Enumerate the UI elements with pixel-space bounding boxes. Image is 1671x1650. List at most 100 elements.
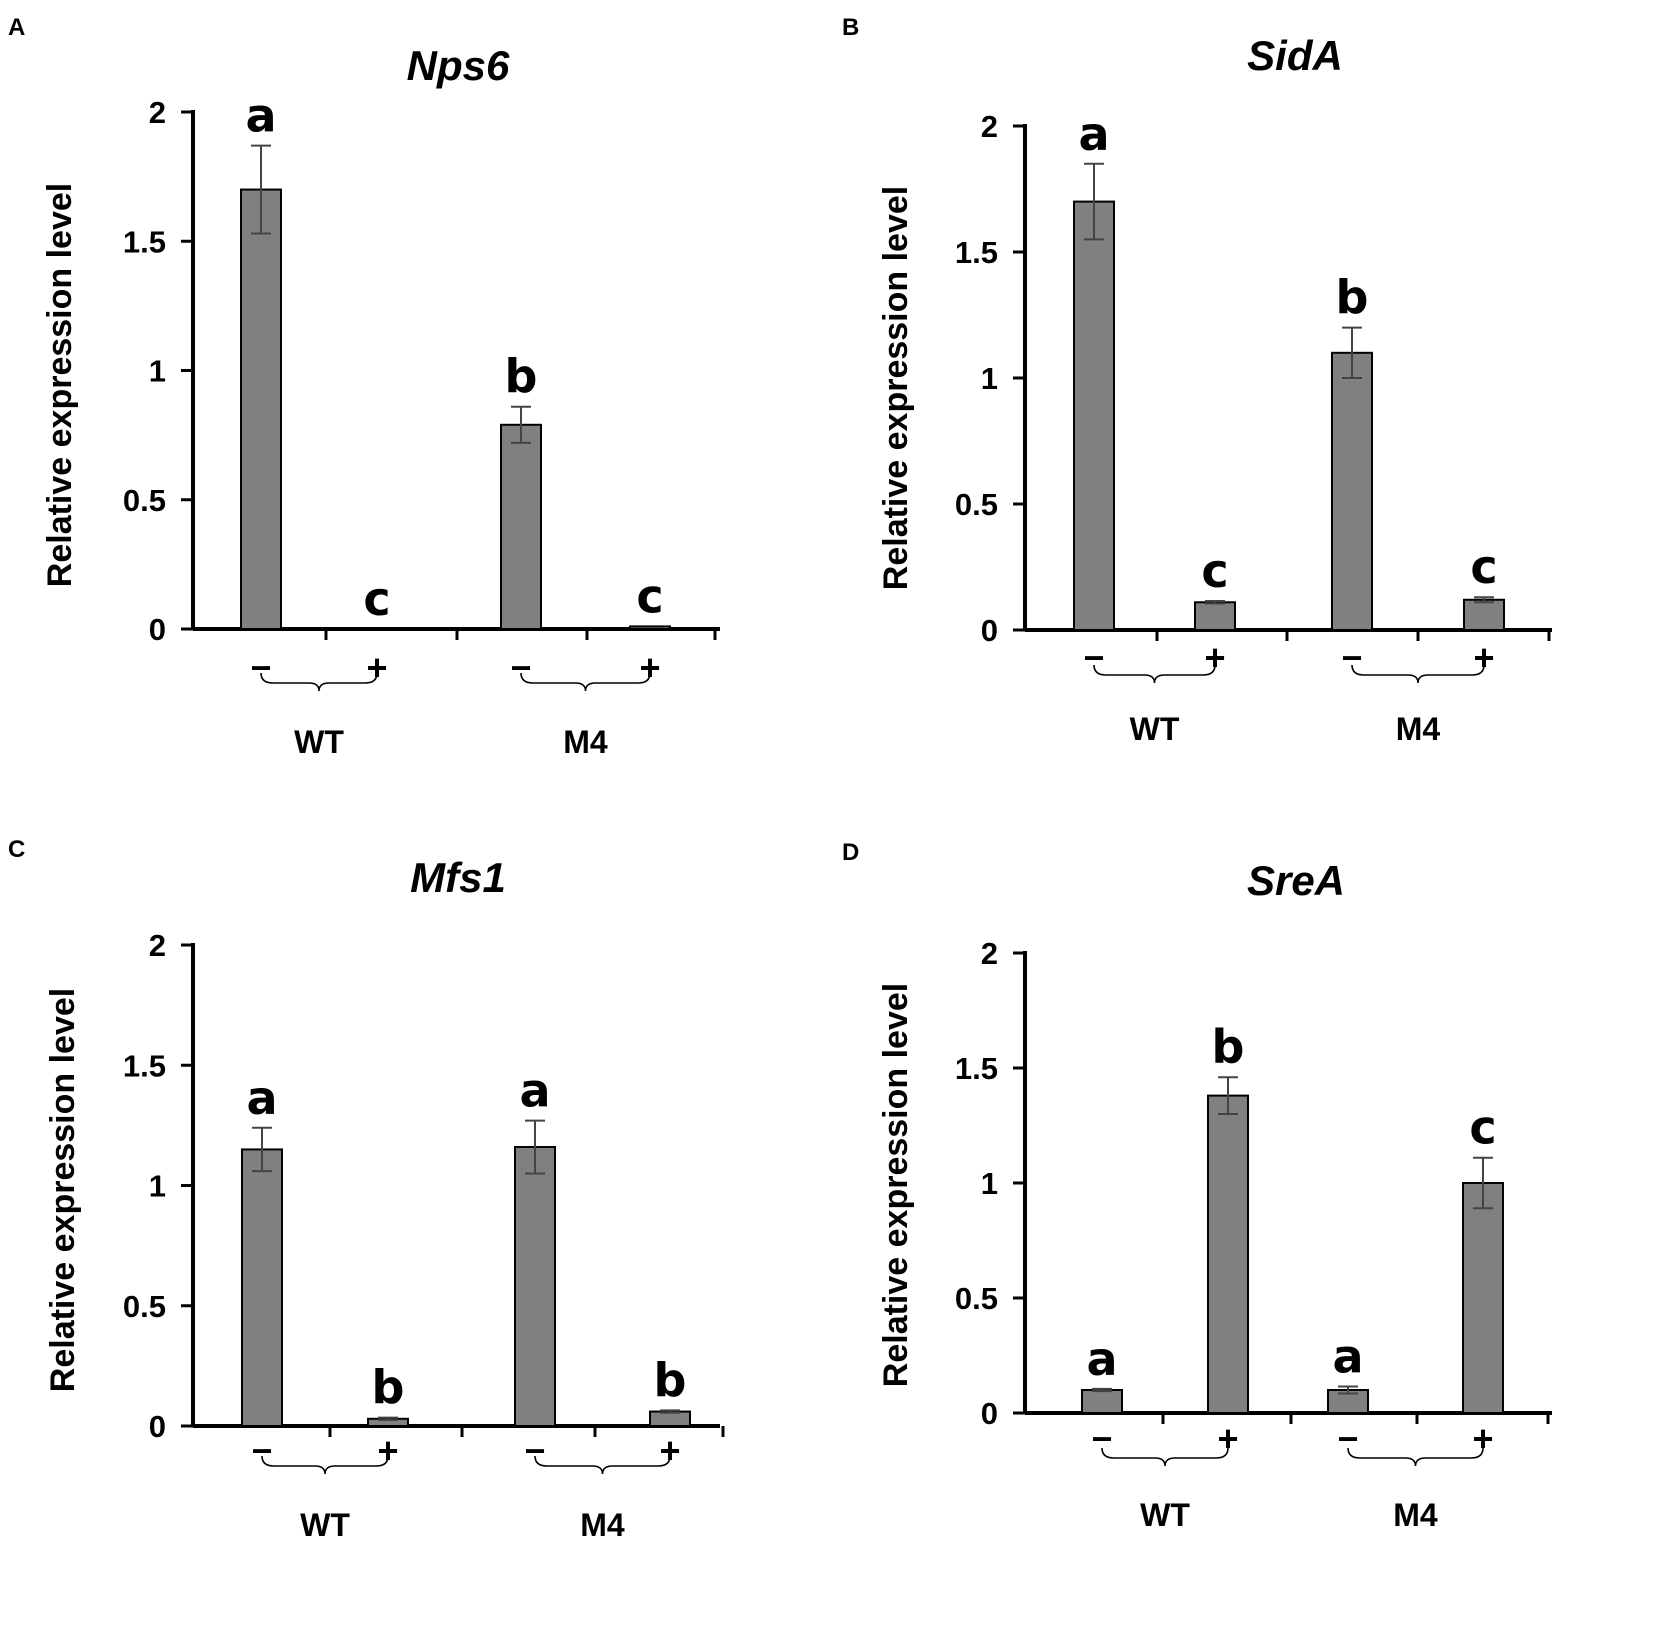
- chart-title: SidA: [1247, 32, 1343, 79]
- significance-letter: a: [519, 1064, 550, 1118]
- group-label: WT: [1130, 711, 1180, 747]
- condition-label: +: [1472, 1418, 1493, 1459]
- bar: [629, 625, 671, 630]
- chart-svg-c: C Mfs1 Relative expression level 0 0.5 1 1.5 2 a…: [8, 836, 725, 1543]
- significance-letter: b: [1336, 271, 1369, 325]
- y-tick-label: 1.5: [123, 224, 166, 259]
- condition-label: +: [1473, 637, 1494, 678]
- significance-letter: b: [505, 350, 538, 404]
- group-brace: [1093, 664, 1216, 684]
- condition-label: −: [510, 647, 531, 688]
- bar: [1073, 200, 1115, 631]
- panel-label: A: [8, 14, 25, 41]
- y-tick-label: 1: [149, 1169, 166, 1204]
- y-tick-label: 0.5: [955, 487, 998, 522]
- group-label: WT: [294, 724, 344, 760]
- condition-label: −: [524, 1430, 545, 1471]
- bar: [1194, 601, 1236, 632]
- condition-label: +: [377, 1430, 398, 1471]
- condition-label: −: [251, 1430, 272, 1471]
- significance-letter: a: [1332, 1330, 1363, 1384]
- significance-letter: c: [1470, 540, 1497, 594]
- group-brace: [261, 1455, 389, 1475]
- group-label: M4: [1393, 1497, 1438, 1533]
- chart-panel-b: B SidA Relative expression level 0 0.5 1 1.5 2 a…: [835, 0, 1671, 825]
- group-label: WT: [300, 1507, 350, 1543]
- y-tick-label: 1: [149, 354, 166, 389]
- y-tick-label: 0.5: [955, 1281, 998, 1316]
- condition-label: −: [1341, 637, 1362, 678]
- chart-panel-a: A Nps6 Relative expression level 0 0.5 1 1.5 2 a…: [0, 0, 835, 825]
- significance-letter: c: [636, 569, 663, 623]
- significance-letter: a: [1078, 107, 1109, 161]
- significance-letter: b: [372, 1361, 405, 1415]
- significance-letter: a: [245, 89, 276, 143]
- y-axis-label: Relative expression level: [877, 983, 915, 1387]
- group-brace: [1351, 664, 1485, 684]
- bar: [1081, 1389, 1123, 1414]
- y-tick-label: 1.5: [955, 235, 998, 270]
- y-tick-label: 1.5: [955, 1051, 998, 1086]
- chart-svg-d: D SreA Relative expression level 0 0.5 1 1.5 2 a…: [842, 839, 1552, 1533]
- y-tick-label: 2: [149, 928, 166, 963]
- y-tick-label: 2: [981, 936, 998, 971]
- chart-title: Mfs1: [410, 854, 506, 901]
- significance-letter: b: [1212, 1020, 1245, 1074]
- group-label: M4: [563, 724, 608, 760]
- y-axis-label: Relative expression level: [41, 183, 79, 587]
- y-axis-label: Relative expression level: [44, 988, 82, 1392]
- bar: [240, 188, 282, 631]
- group-label: M4: [1396, 711, 1441, 747]
- condition-label: +: [366, 647, 387, 688]
- condition-label: +: [659, 1430, 680, 1471]
- bar: [241, 1148, 283, 1427]
- panel-label: C: [8, 836, 25, 863]
- condition-label: +: [1204, 637, 1225, 678]
- y-tick-label: 0.5: [123, 483, 166, 518]
- y-tick-label: 0.5: [123, 1289, 166, 1324]
- y-tick-label: 0: [149, 1409, 166, 1444]
- y-tick-label: 1.5: [123, 1048, 166, 1083]
- y-tick-label: 1: [981, 1166, 998, 1201]
- y-tick-label: 0: [149, 612, 166, 647]
- significance-letter: a: [246, 1071, 277, 1125]
- significance-letter: b: [654, 1353, 687, 1407]
- y-axis-label: Relative expression level: [877, 186, 915, 590]
- bar: [514, 1146, 556, 1427]
- group-brace: [260, 672, 378, 692]
- group-label: WT: [1140, 1497, 1190, 1533]
- chart-title: Nps6: [407, 42, 510, 89]
- bar: [1331, 351, 1373, 631]
- condition-label: −: [250, 647, 271, 688]
- chart-svg-a: A Nps6 Relative expression level 0 0.5 1 1.5 2 a…: [8, 14, 720, 760]
- bar: [1207, 1094, 1249, 1414]
- significance-letter: c: [1201, 544, 1228, 598]
- condition-label: +: [639, 647, 660, 688]
- condition-label: −: [1083, 637, 1104, 678]
- group-label: M4: [580, 1507, 625, 1543]
- panel-label: B: [842, 14, 859, 41]
- panel-label: D: [842, 839, 859, 866]
- significance-letter: a: [1086, 1332, 1117, 1386]
- chart-panel-c: C Mfs1 Relative expression level 0 0.5 1 1.5 2 a…: [0, 825, 835, 1650]
- y-tick-label: 0: [981, 1396, 998, 1431]
- group-brace: [520, 672, 651, 692]
- significance-letter: c: [1469, 1101, 1496, 1155]
- group-brace: [1347, 1447, 1484, 1467]
- group-brace: [534, 1455, 671, 1475]
- y-tick-label: 0: [981, 613, 998, 648]
- bar: [1462, 1182, 1504, 1414]
- chart-panel-d: D SreA Relative expression level 0 0.5 1 1.5 2 a…: [835, 825, 1671, 1650]
- y-tick-label: 2: [149, 95, 166, 130]
- y-tick-label: 2: [981, 109, 998, 144]
- condition-label: +: [1217, 1418, 1238, 1459]
- chart-title: SreA: [1247, 857, 1345, 904]
- chart-svg-b: B SidA Relative expression level 0 0.5 1 1.5 2 a…: [842, 14, 1552, 747]
- group-brace: [1101, 1447, 1229, 1467]
- condition-label: −: [1091, 1418, 1112, 1459]
- bar: [500, 423, 542, 630]
- condition-label: −: [1337, 1418, 1358, 1459]
- significance-letter: c: [363, 572, 390, 626]
- y-tick-label: 1: [981, 361, 998, 396]
- bar: [1463, 598, 1505, 632]
